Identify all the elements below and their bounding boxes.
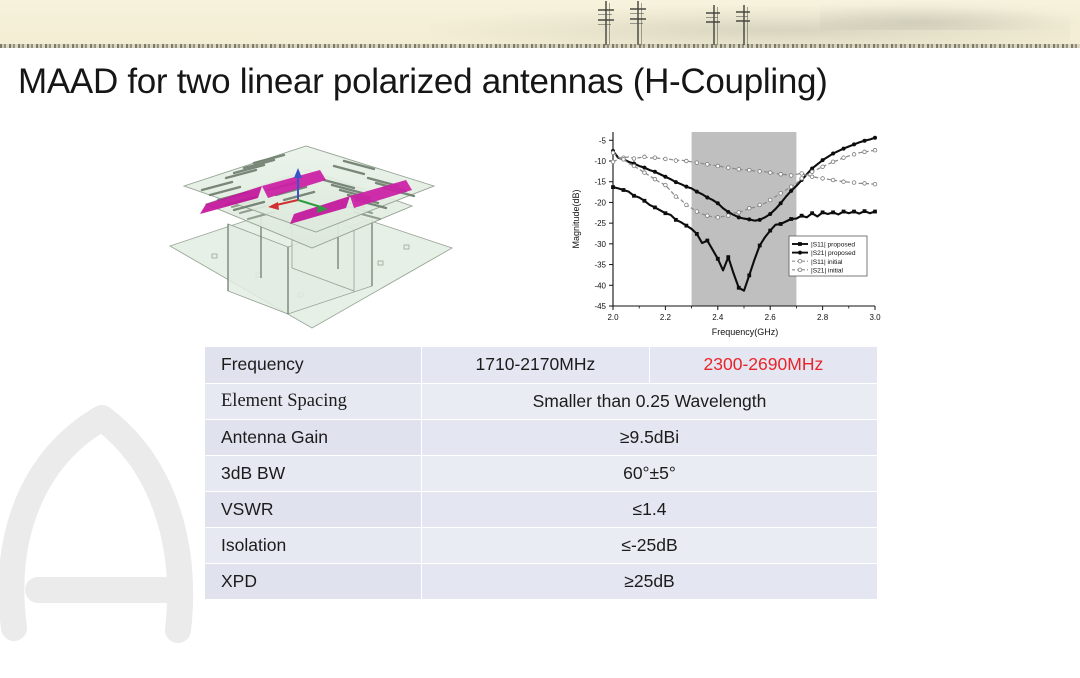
svg-text:-30: -30: [594, 240, 606, 249]
svg-text:-10: -10: [594, 157, 606, 166]
table-row: Isolation ≤-25dB: [205, 527, 877, 564]
s-parameter-chart: -5-10-15-20-25-30-35-40-45 2.0 2.2 2.4 2.6 2…: [565, 124, 885, 342]
tower-icon: [598, 1, 618, 45]
svg-text:2.6: 2.6: [765, 313, 777, 322]
chart-curves: [610, 135, 878, 292]
3d-antenna-array-model: [168, 145, 454, 329]
spec-value-cell-highlight: 2300-2690MHz: [649, 347, 877, 384]
table-row: Antenna Gain ≥9.5dBi: [205, 419, 877, 456]
spec-label-cell: Frequency: [205, 347, 422, 384]
svg-text:-20: -20: [594, 198, 606, 207]
y-axis-label: Magnitude(dB): [571, 189, 581, 248]
table-row: XPD ≥25dB: [205, 563, 877, 600]
spec-value-cell-primary: 1710-2170MHz: [421, 347, 650, 384]
x-axis-label: Frequency(GHz): [712, 327, 779, 337]
tower-icon: [630, 1, 650, 45]
tower-icon: [736, 5, 754, 45]
coordinate-axes-marker: [268, 168, 328, 213]
banner-haze: [430, 6, 1070, 46]
spec-label-cell: VSWR: [205, 491, 422, 528]
banner-haze-secondary: [820, 2, 1080, 30]
table-row: Element Spacing Smaller than 0.25 Wavelen…: [205, 383, 877, 420]
spec-label-cell: 3dB BW: [205, 455, 422, 492]
svg-text:2.0: 2.0: [607, 313, 619, 322]
spec-label-cell: XPD: [205, 563, 422, 600]
dipole-radiator: [200, 170, 412, 224]
spec-value-cell: ≤1.4: [421, 491, 877, 528]
x-axis-ticks: 2.0 2.2 2.4 2.6 2.8 3.0: [607, 306, 881, 322]
svg-text:-45: -45: [594, 302, 606, 311]
svg-text:|S21| proposed: |S21| proposed: [811, 250, 856, 257]
spec-value-cell: ≥25dB: [421, 563, 877, 600]
chart-legend: |S11| proposed|S21| proposed |S11| initia…: [788, 235, 868, 277]
y-axis-ticks: -5 -10 -15 -20 -25 -30 -35 -40 -45: [594, 136, 613, 311]
tower-icon: [706, 5, 724, 45]
svg-text:-40: -40: [594, 281, 606, 290]
specification-table: Frequency 1710-2170MHz 2300-2690MHz Element…: [205, 347, 877, 600]
svg-text:2.4: 2.4: [712, 313, 724, 322]
spec-label-cell: Element Spacing: [205, 383, 422, 420]
spec-value-cell: Smaller than 0.25 Wavelength: [421, 383, 877, 420]
spec-value-cell: ≥9.5dBi: [421, 419, 877, 456]
spec-value-cell: 60°±5°: [421, 455, 877, 492]
svg-text:3.0: 3.0: [869, 313, 881, 322]
svg-text:-5: -5: [599, 136, 607, 145]
svg-text:|S21| initial: |S21| initial: [811, 267, 844, 274]
svg-text:-35: -35: [594, 261, 606, 270]
svg-text:-15: -15: [594, 178, 606, 187]
banner-ground-line: [0, 44, 1080, 48]
svg-text:2.2: 2.2: [660, 313, 672, 322]
table-row: 3dB BW 60°±5°: [205, 455, 877, 492]
decorative-header-banner: [0, 0, 1080, 48]
spec-label-cell: Isolation: [205, 527, 422, 564]
page-title: MAAD for two linear polarized antennas (…: [18, 62, 828, 101]
spec-value-cell: ≤-25dB: [421, 527, 877, 564]
svg-text:2.8: 2.8: [817, 313, 829, 322]
table-row: Frequency 1710-2170MHz 2300-2690MHz: [205, 347, 877, 384]
svg-text:-25: -25: [594, 219, 606, 228]
table-row: VSWR ≤1.4: [205, 491, 877, 528]
svg-text:|S11| proposed: |S11| proposed: [811, 242, 855, 249]
spec-label-cell: Antenna Gain: [205, 419, 422, 456]
svg-text:|S11| initial: |S11| initial: [811, 259, 843, 266]
